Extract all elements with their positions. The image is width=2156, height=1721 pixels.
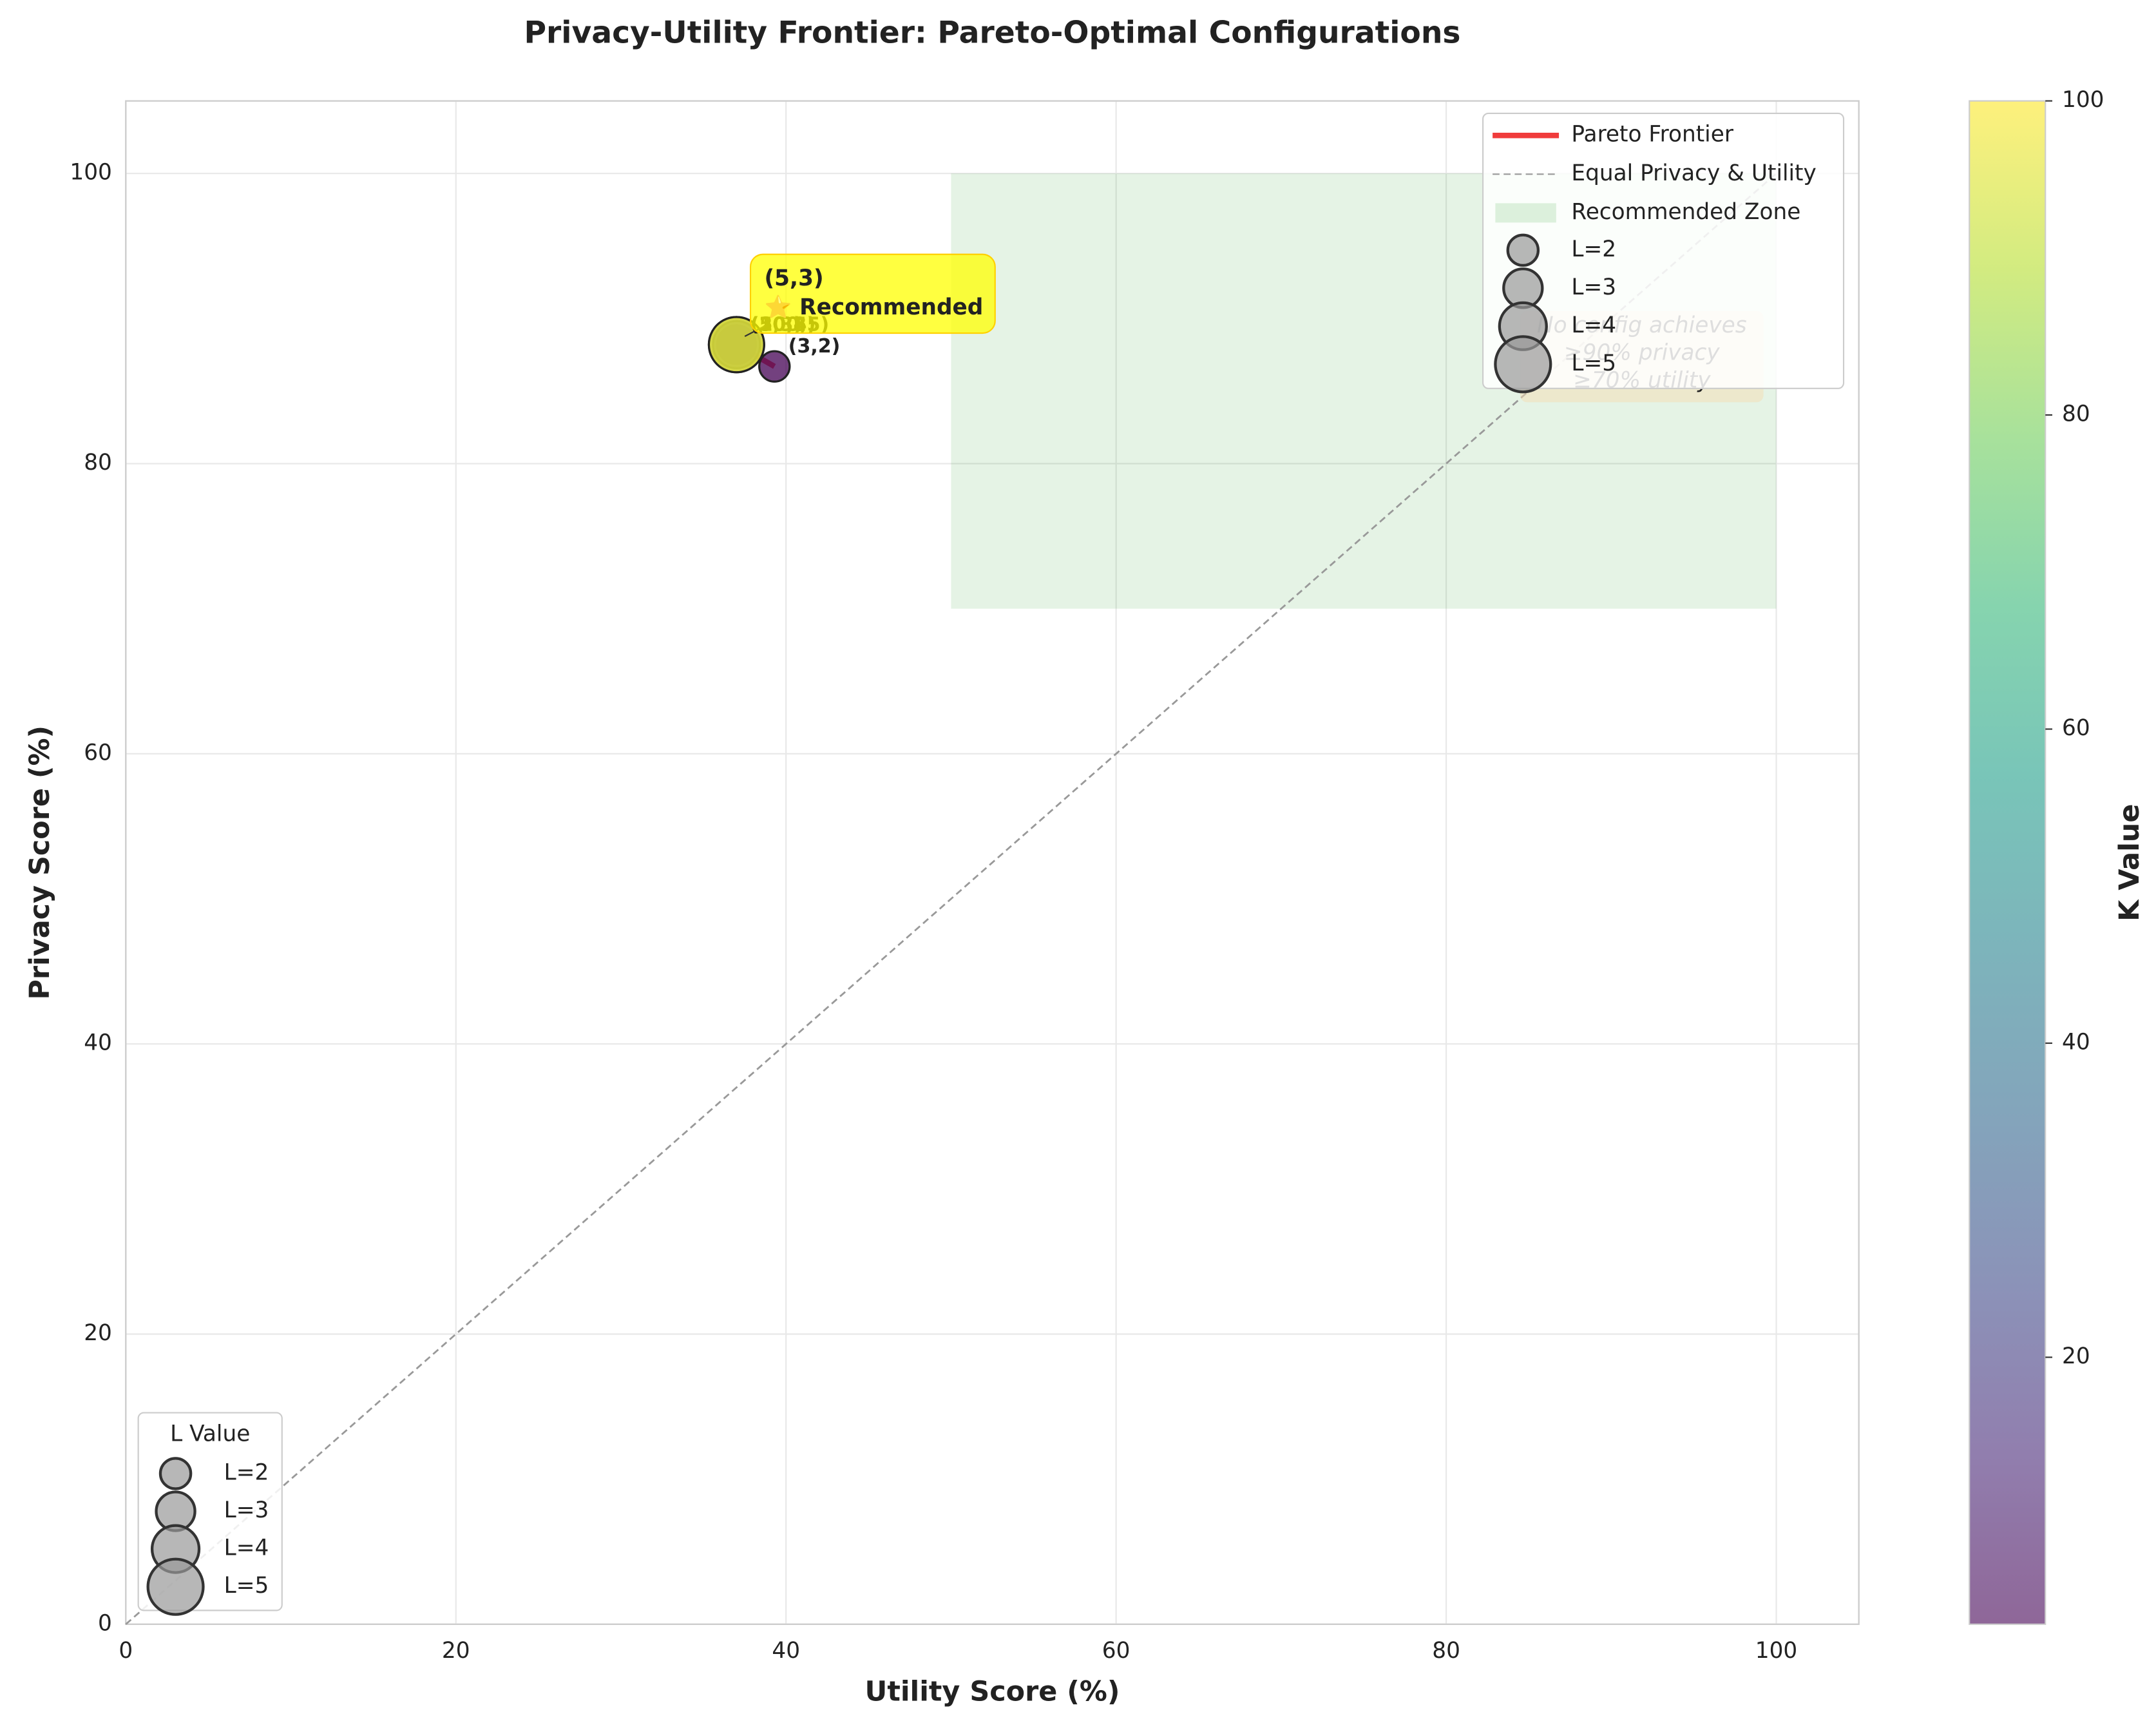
legend-label: L=5 — [1571, 351, 1616, 376]
legend-marker — [146, 1557, 205, 1616]
legend-marker — [1506, 233, 1540, 267]
size-legend-title: L Value — [170, 1421, 250, 1447]
legend-swatch — [1495, 203, 1556, 223]
legend-label: L=4 — [224, 1535, 269, 1561]
colorbar-tick-label: 100 — [2062, 87, 2104, 113]
data-point — [707, 316, 765, 374]
x-tick-label: 40 — [772, 1638, 800, 1664]
legend-label: L=5 — [224, 1573, 269, 1599]
legend-marker — [158, 1457, 193, 1490]
colorbar-label: K Value — [2113, 804, 2146, 921]
colorbar-tick-label: 40 — [2062, 1030, 2090, 1055]
legend-label: L=3 — [224, 1497, 269, 1523]
legend-label: Recommended Zone — [1571, 199, 1800, 225]
legend-label: Equal Privacy & Utility — [1571, 160, 1816, 186]
legend-label: Pareto Frontier — [1571, 122, 1733, 148]
legend-box — [1482, 112, 1845, 389]
colorbar-tick-label: 80 — [2062, 401, 2090, 427]
recommended-box — [749, 253, 996, 334]
colorbar-tick-label: 20 — [2062, 1343, 2090, 1369]
legend-label: L=2 — [1571, 236, 1616, 262]
y-tick-label: 60 — [84, 740, 112, 765]
data-point — [758, 350, 791, 383]
legend-label: L=3 — [1571, 274, 1616, 300]
recommended-text: ⭐ Recommended — [764, 294, 983, 320]
y-tick-label: 80 — [84, 450, 112, 476]
y-axis-label: Privacy Score (%) — [24, 726, 56, 1000]
diagonal-line — [125, 173, 1777, 1625]
x-tick-label: 20 — [442, 1638, 470, 1664]
recommended-text: (5,3) — [764, 265, 823, 291]
legend-label: L=2 — [224, 1459, 269, 1485]
y-tick-label: 20 — [84, 1320, 112, 1346]
colorbar — [1969, 100, 2046, 1625]
x-tick-label: 80 — [1432, 1638, 1460, 1664]
x-axis-label: Utility Score (%) — [865, 1676, 1120, 1708]
legend-label: L=4 — [1571, 312, 1616, 338]
colorbar-tick-label: 60 — [2062, 715, 2090, 741]
y-tick-label: 100 — [70, 160, 112, 186]
x-tick-label: 0 — [119, 1638, 133, 1664]
plot-border — [125, 100, 1860, 1625]
y-tick-label: 0 — [98, 1610, 112, 1636]
x-tick-label: 60 — [1102, 1638, 1130, 1664]
legend-marker — [1494, 335, 1552, 394]
point-label: (3,2) — [788, 335, 841, 358]
y-tick-label: 40 — [84, 1030, 112, 1056]
chart-title: Privacy-Utility Frontier: Pareto-Optimal… — [524, 15, 1460, 51]
x-tick-label: 100 — [1755, 1638, 1797, 1664]
